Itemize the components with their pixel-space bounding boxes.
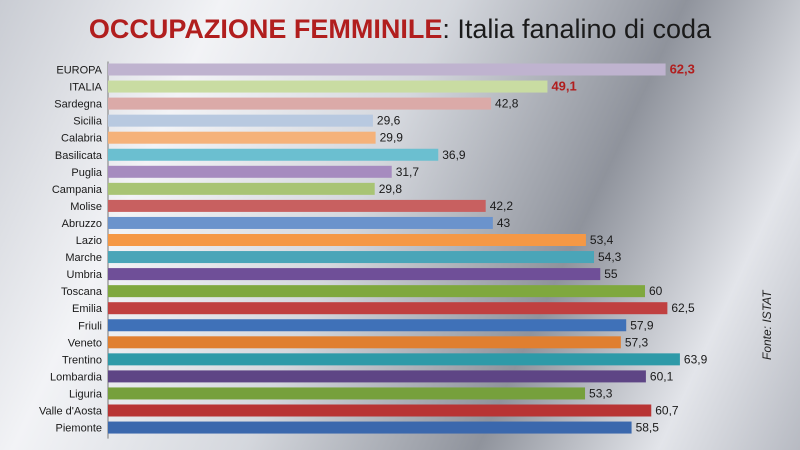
bar-basilicata (108, 148, 439, 161)
bar-valle-d-aosta (108, 404, 652, 417)
category-label-sardegna: Sardegna (54, 99, 103, 111)
bar-molise (108, 199, 486, 212)
value-label-abruzzo: 43 (497, 216, 511, 230)
value-label-calabria: 29,9 (380, 131, 404, 145)
value-label-liguria: 53,3 (589, 386, 613, 400)
category-label-puglia: Puglia (71, 167, 102, 179)
category-label-piemonte: Piemonte (56, 423, 102, 435)
value-label-italia: 49,1 (551, 79, 576, 94)
value-label-campania: 29,8 (379, 182, 403, 196)
category-label-umbria: Umbria (67, 269, 103, 281)
category-label-liguria: Liguria (69, 388, 103, 400)
category-label-abruzzo: Abruzzo (62, 218, 102, 230)
title-rest: : Italia fanalino di coda (442, 14, 712, 44)
category-label-toscana: Toscana (61, 286, 103, 298)
value-label-lombardia: 60,1 (650, 369, 674, 383)
bar-campania (108, 182, 375, 195)
bar-toscana (108, 285, 645, 298)
value-label-trentino: 63,9 (684, 352, 708, 366)
value-label-basilicata: 36,9 (442, 148, 466, 162)
bar-lombardia (108, 370, 646, 383)
bar-puglia (108, 165, 392, 178)
bar-marche (108, 251, 594, 264)
value-label-emilia: 62,5 (671, 301, 695, 315)
value-label-friuli: 57,9 (630, 318, 654, 332)
category-label-campania: Campania (52, 184, 103, 196)
bar-trentino (108, 353, 680, 366)
bar-piemonte (108, 421, 632, 434)
category-label-valle-d-aosta: Valle d'Aosta (39, 406, 103, 418)
bar-italia (108, 80, 548, 93)
bar-liguria (108, 387, 586, 400)
bar-calabria (108, 131, 376, 144)
category-label-basilicata: Basilicata (55, 150, 103, 162)
value-label-veneto: 57,3 (625, 335, 649, 349)
category-label-calabria: Calabria (61, 133, 103, 145)
value-label-piemonte: 58,5 (636, 421, 660, 435)
value-label-puglia: 31,7 (396, 165, 420, 179)
chart-title: OCCUPAZIONE FEMMINILE: Italia fanalino d… (0, 12, 800, 46)
bar-abruzzo (108, 216, 493, 229)
category-label-molise: Molise (70, 201, 102, 213)
value-label-marche: 54,3 (598, 250, 622, 264)
category-label-veneto: Veneto (68, 337, 102, 349)
value-label-umbria: 55 (604, 267, 618, 281)
title-highlight: OCCUPAZIONE FEMMINILE (88, 14, 443, 44)
bar-veneto (108, 336, 621, 349)
bar-sardegna (108, 97, 492, 110)
bar-umbria (108, 268, 601, 281)
value-label-molise: 42,2 (490, 199, 514, 213)
bar-europa (108, 63, 666, 76)
value-label-toscana: 60 (649, 284, 663, 298)
value-label-sardegna: 42,8 (495, 97, 519, 111)
category-label-italia: ITALIA (69, 82, 102, 94)
category-label-friuli: Friuli (78, 320, 102, 332)
bar-lazio (108, 234, 586, 246)
bar-friuli (108, 319, 627, 332)
value-label-europa: 62,3 (670, 62, 695, 77)
value-label-valle-d-aosta: 60,7 (655, 404, 679, 418)
category-label-lazio: Lazio (76, 235, 102, 247)
bar-emilia (108, 302, 668, 315)
category-label-marche: Marche (65, 252, 102, 264)
bar-sicilia (108, 114, 373, 127)
category-label-sicilia: Sicilia (73, 116, 103, 128)
value-label-lazio: 53,4 (590, 233, 614, 247)
source-note: Fonte: ISTAT (760, 290, 774, 360)
category-label-lombardia: Lombardia (50, 371, 103, 383)
category-label-trentino: Trentino (62, 354, 102, 366)
value-label-sicilia: 29,6 (377, 114, 401, 128)
category-label-emilia: Emilia (72, 303, 103, 315)
category-label-europa: EUROPA (56, 65, 102, 77)
